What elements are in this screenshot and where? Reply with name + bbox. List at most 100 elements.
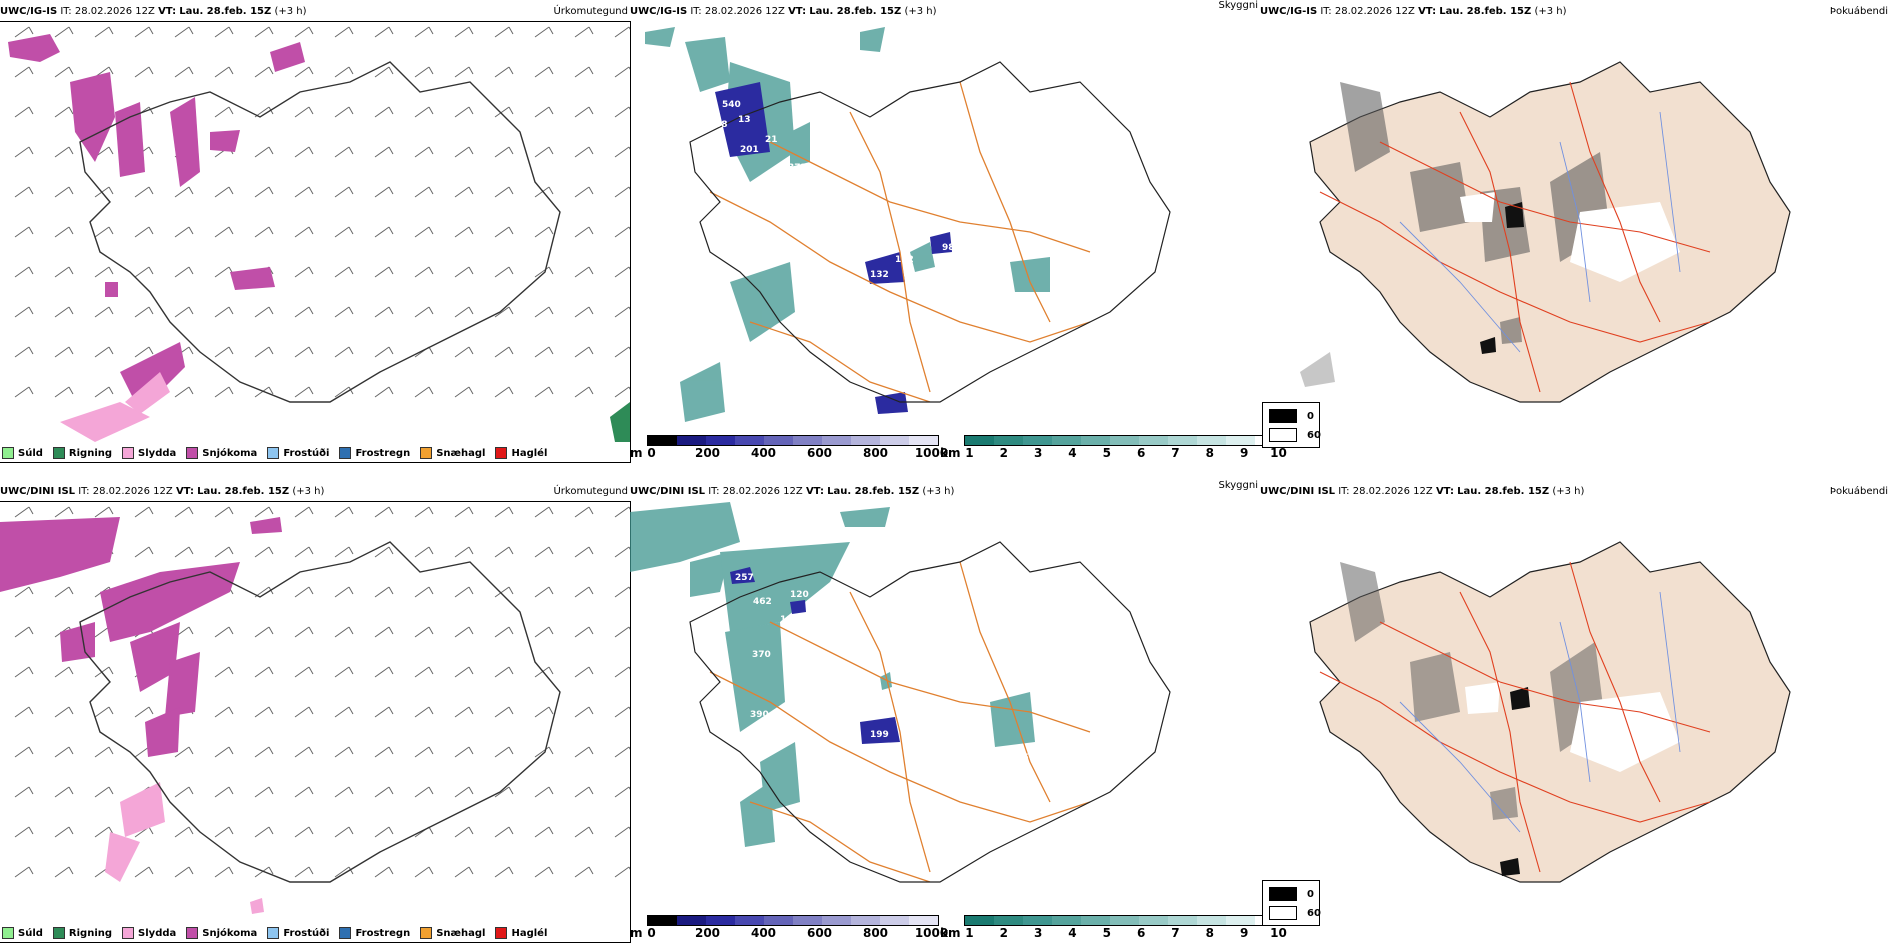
wind-barb — [334, 386, 350, 398]
wind-barb — [574, 146, 590, 158]
wind-barb — [174, 546, 190, 558]
wind-barb-flag — [548, 866, 554, 875]
wind-barb — [14, 26, 30, 38]
wind-barb — [614, 306, 630, 318]
colorbar-swatch — [734, 916, 764, 925]
wind-barb-flag — [388, 746, 394, 755]
cloud-map[interactable]: 540 08 13 21 201 372 947 26 132 162 98 303 847 62 42 — [630, 22, 1260, 462]
wind-barb — [614, 586, 630, 598]
precip-map[interactable] — [0, 21, 631, 463]
precip-legend-label: Frostregn — [355, 927, 411, 939]
visibility-colorbar: km 1 2 3 4 5 6 7 8 9 10 — [940, 915, 1287, 940]
iceland-outline — [79, 61, 561, 403]
wind-barb — [374, 386, 390, 398]
wind-barb — [294, 746, 310, 758]
wind-barb — [14, 706, 30, 718]
wind-barb-flag — [468, 146, 474, 155]
wind-barb-flag — [468, 26, 474, 35]
wind-barb-flag — [108, 506, 114, 515]
visibility-ticks: 1 2 3 4 5 6 7 8 9 10 — [964, 446, 1287, 460]
wind-barb — [494, 66, 510, 78]
wind-barb-flag — [428, 386, 434, 395]
wind-barb-flag — [388, 66, 394, 75]
colorbar-swatch — [792, 436, 822, 445]
wind-barb-flag — [548, 666, 554, 675]
wind-barb — [54, 786, 70, 798]
precip-map[interactable] — [0, 501, 631, 943]
wind-barb-flag — [388, 706, 394, 715]
wind-barb-flag — [308, 626, 314, 635]
colorbar-swatch — [850, 916, 880, 925]
colorbar-swatch — [908, 916, 938, 925]
wind-barb-flag — [188, 746, 194, 755]
wind-barb-flag — [28, 506, 34, 515]
wind-barb — [534, 66, 550, 78]
pane-header: UWC/DINI ISL IT: 28.02.2026 12Z VT: Lau.… — [1260, 486, 1890, 500]
it-value: 28.02.2026 12Z — [74, 6, 155, 17]
wind-barb-flag — [348, 746, 354, 755]
wind-barb — [214, 506, 230, 518]
colorbar-swatch — [965, 436, 995, 445]
wind-barb-flag — [628, 666, 630, 670]
wind-barb-flag — [628, 786, 630, 790]
wind-barb-flag — [308, 66, 314, 75]
vt-label: VT: — [1435, 486, 1454, 497]
wind-barb — [14, 866, 30, 878]
precip-areas — [0, 517, 282, 757]
wind-barb-flag — [28, 586, 34, 595]
wind-barb — [414, 146, 430, 158]
wind-barb-flag — [548, 786, 554, 795]
wind-barb — [334, 826, 350, 838]
wind-barb-flag — [188, 826, 194, 835]
wind-barb — [134, 546, 150, 558]
precip-map-svg — [0, 506, 630, 914]
colorbar-swatch — [792, 916, 822, 925]
wind-barb — [414, 626, 430, 638]
wind-barb-flag — [468, 746, 474, 755]
wind-barb — [374, 866, 390, 878]
wind-barb — [334, 106, 350, 118]
colorbar-tick: 7 — [1171, 926, 1180, 940]
cloudbase-areas — [715, 82, 952, 414]
wind-barb-flag — [68, 866, 74, 875]
wind-barb — [214, 666, 230, 678]
wind-barb-flag — [108, 226, 114, 235]
wind-barb — [214, 706, 230, 718]
wind-barb-flag — [508, 306, 514, 315]
wind-barb-flag — [588, 266, 594, 275]
fog-map[interactable] — [1260, 502, 1890, 942]
precip-legend-item: Frostúði — [267, 927, 329, 939]
cloudbase-label: 08 — [715, 120, 728, 130]
it-label: IT: — [1320, 6, 1332, 17]
fog-map[interactable] — [1260, 22, 1890, 462]
wind-barb-flag — [28, 706, 34, 715]
cloud-map[interactable]: 257 462 120 19 370 390 199 445 45 19 — [630, 502, 1260, 942]
wind-barb-flag — [628, 226, 630, 230]
wind-barb-flag — [468, 706, 474, 715]
wind-barb-flag — [108, 146, 114, 155]
wind-barb-flag — [348, 106, 354, 115]
lead-time: (+3 h) — [1534, 6, 1567, 17]
wind-barb — [374, 226, 390, 238]
wind-barb-flag — [428, 506, 434, 515]
colorbar-tick: 400 — [750, 926, 777, 940]
wind-barb-flag — [308, 386, 314, 395]
wind-barb — [94, 346, 110, 358]
precip-legend-item: Snæhagl — [420, 927, 485, 939]
colorbar-tick: 600 — [806, 446, 833, 460]
wind-barb — [254, 626, 270, 638]
wind-barb — [454, 106, 470, 118]
wind-barb-flag — [68, 786, 74, 795]
wind-barb-flag — [428, 266, 434, 275]
wind-barb — [254, 786, 270, 798]
pane-header: UWC/IG-IS IT: 28.02.2026 12Z VT: Lau. 28… — [630, 0, 1260, 20]
wind-barb-flag — [28, 826, 34, 835]
wind-barb-flag — [268, 146, 274, 155]
wind-barb-flag — [508, 506, 514, 515]
panel-fog-ig: UWC/IG-IS IT: 28.02.2026 12Z VT: Lau. 28… — [1260, 0, 1890, 465]
wind-barb — [494, 306, 510, 318]
wind-barb-flag — [428, 746, 434, 755]
colorbar-swatch — [1139, 916, 1169, 925]
cloudbase-bar-wrap: 0 200 400 600 800 1000 — [646, 915, 948, 940]
precip-legend-item: Snjókoma — [186, 927, 257, 939]
